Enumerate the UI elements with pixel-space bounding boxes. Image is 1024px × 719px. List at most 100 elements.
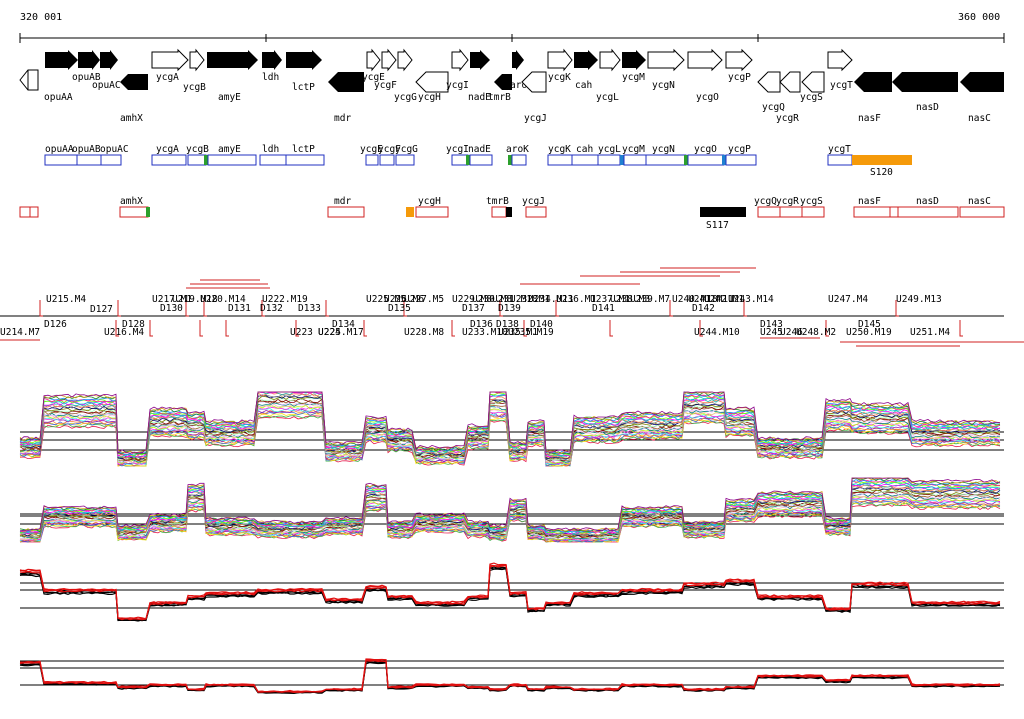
svg-text:ycgE: ycgE xyxy=(362,72,385,83)
svg-text:tmrB: tmrB xyxy=(488,92,511,103)
svg-text:D143: D143 xyxy=(760,319,783,330)
expression-profile-line xyxy=(19,391,1001,456)
segment-boundary-mark xyxy=(555,300,559,317)
segment-boundary-mark xyxy=(699,320,703,337)
expression-profile-line xyxy=(19,562,1001,620)
gene-nas-cluster[interactable]: nasF nasD nasC xyxy=(854,72,1004,124)
svg-text:D131: D131 xyxy=(228,303,251,314)
expression-profile-line xyxy=(19,394,1001,460)
svg-text:U234.M11: U234.M11 xyxy=(528,294,574,305)
svg-text:ycgP: ycgP xyxy=(728,72,751,83)
svg-text:lctP: lctP xyxy=(292,82,315,93)
svg-text:ycgN: ycgN xyxy=(652,144,675,155)
svg-text:U233.M10: U233.M10 xyxy=(462,327,508,338)
svg-text:U236.M1: U236.M1 xyxy=(556,294,596,305)
svg-text:mdr: mdr xyxy=(334,196,351,207)
gene-ldh[interactable]: ldh xyxy=(262,50,282,83)
segment-boundary-mark xyxy=(895,300,899,317)
gene-ycgI[interactable]: ycgI nadE xyxy=(446,48,491,103)
svg-text:ycgI: ycgI xyxy=(446,80,469,91)
svg-text:U235.M19: U235.M19 xyxy=(508,327,554,338)
svg-text:lctP: lctP xyxy=(292,144,315,155)
svg-text:opuAC: opuAC xyxy=(100,144,129,155)
svg-text:opuAA: opuAA xyxy=(44,92,73,103)
svg-text:U227.M5: U227.M5 xyxy=(404,294,444,305)
svg-text:D135: D135 xyxy=(388,303,411,314)
svg-text:D133: D133 xyxy=(298,303,321,314)
gene-opuAC[interactable]: opuAC amhX xyxy=(92,74,148,124)
expression-profile-line xyxy=(19,477,1001,532)
segment-boundary-mark xyxy=(743,300,747,317)
segment-boundary-mark xyxy=(115,320,119,337)
svg-text:ycgO: ycgO xyxy=(696,92,719,103)
gene-ycgA[interactable]: ycgA ycgB xyxy=(151,48,206,93)
gene-ycgJ[interactable]: ycgJ xyxy=(521,71,547,124)
svg-text:aroK: aroK xyxy=(510,80,533,91)
svg-text:ycgA: ycgA xyxy=(156,72,179,83)
expression-profile-line xyxy=(19,659,1001,694)
svg-text:U216.M4: U216.M4 xyxy=(104,327,144,338)
segment-boundary-mark xyxy=(669,300,673,317)
svg-text:U235.M1: U235.M1 xyxy=(498,327,538,338)
operon-row-forward: opuAA opuAB opuAC ycgA ycgB amyE ldh lct… xyxy=(44,144,912,178)
gene-amyE[interactable]: amyE xyxy=(207,50,258,103)
segment-boundary-mark xyxy=(325,300,329,317)
end-coordinate: 360 000 xyxy=(958,12,1001,23)
svg-text:U229.M8: U229.M8 xyxy=(452,294,492,305)
svg-text:ldh: ldh xyxy=(262,144,279,155)
svg-text:ycgJ: ycgJ xyxy=(522,196,545,207)
svg-text:U244.M10: U244.M10 xyxy=(694,327,740,338)
svg-text:U222.M19: U222.M19 xyxy=(262,294,308,305)
svg-text:ycgM: ycgM xyxy=(622,72,645,83)
svg-text:cah: cah xyxy=(575,80,592,91)
svg-text:U241.M11: U241.M11 xyxy=(688,294,734,305)
svg-text:ycgL: ycgL xyxy=(596,92,619,103)
svg-text:D134: D134 xyxy=(332,319,355,330)
gene-opuAA[interactable]: opuAA xyxy=(19,69,73,103)
svg-text:ycgT: ycgT xyxy=(828,144,851,155)
svg-text:opuAB: opuAB xyxy=(72,72,101,83)
svg-text:ycgR: ycgR xyxy=(776,196,799,207)
svg-text:U223: U223 xyxy=(290,327,313,338)
svg-text:U248.M2: U248.M2 xyxy=(796,327,836,338)
gene-ycgK-to-ycgP[interactable]: ycgK cah ycgL ycgM ycgN ycgO ycgP xyxy=(547,48,753,103)
svg-text:nasF: nasF xyxy=(858,196,881,207)
gene-aroK[interactable]: aroK xyxy=(510,50,533,91)
svg-text:U251.M4: U251.M4 xyxy=(910,327,950,338)
segment-boundary-mark xyxy=(451,320,455,337)
svg-text:opuAC: opuAC xyxy=(92,80,121,91)
segment-boundary-mark xyxy=(295,320,299,337)
svg-text:U220.M14: U220.M14 xyxy=(200,294,246,305)
svg-text:tmrB: tmrB xyxy=(486,196,509,207)
expression-profile-line xyxy=(19,412,1001,467)
svg-text:mdr: mdr xyxy=(334,113,351,124)
svg-text:ycgH: ycgH xyxy=(418,92,441,103)
expression-profile-line xyxy=(19,391,1001,454)
expression-profile-line xyxy=(19,408,1001,465)
segment-boundary-mark xyxy=(403,300,407,317)
gene-ycgE[interactable]: ycgE ycgF ycgG xyxy=(362,48,417,103)
svg-text:nadE: nadE xyxy=(468,92,491,103)
svg-text:ycgS: ycgS xyxy=(800,92,823,103)
segment-boundary-mark xyxy=(261,300,265,317)
gene-ycgH[interactable]: ycgH xyxy=(415,71,449,103)
svg-text:ycgE: ycgE xyxy=(360,144,383,155)
svg-text:nadE: nadE xyxy=(468,144,491,155)
svg-text:ycgG: ycgG xyxy=(395,144,418,155)
svg-text:U214.M7: U214.M7 xyxy=(0,327,40,338)
svg-text:D139: D139 xyxy=(498,303,521,314)
svg-text:ycgN: ycgN xyxy=(652,80,675,91)
gene-mdr[interactable]: mdr xyxy=(328,72,364,124)
expression-profile-line xyxy=(19,659,1001,693)
gene-tmrB[interactable]: tmrB xyxy=(488,74,512,103)
gene-lctP[interactable]: lctP xyxy=(286,50,322,93)
gene-opuAB[interactable]: opuAB xyxy=(45,50,118,83)
svg-text:U225.M17: U225.M17 xyxy=(318,327,364,338)
gene-ycgQ-R-S[interactable]: ycgQ ycgR ycgS xyxy=(757,71,825,124)
svg-text:nasC: nasC xyxy=(968,113,991,124)
svg-text:U237.M1: U237.M1 xyxy=(590,294,630,305)
gene-ycgT[interactable]: ycgT xyxy=(827,48,853,91)
svg-text:U242.M1: U242.M1 xyxy=(704,294,744,305)
svg-text:D138: D138 xyxy=(496,319,519,330)
svg-text:nasF: nasF xyxy=(858,113,881,124)
